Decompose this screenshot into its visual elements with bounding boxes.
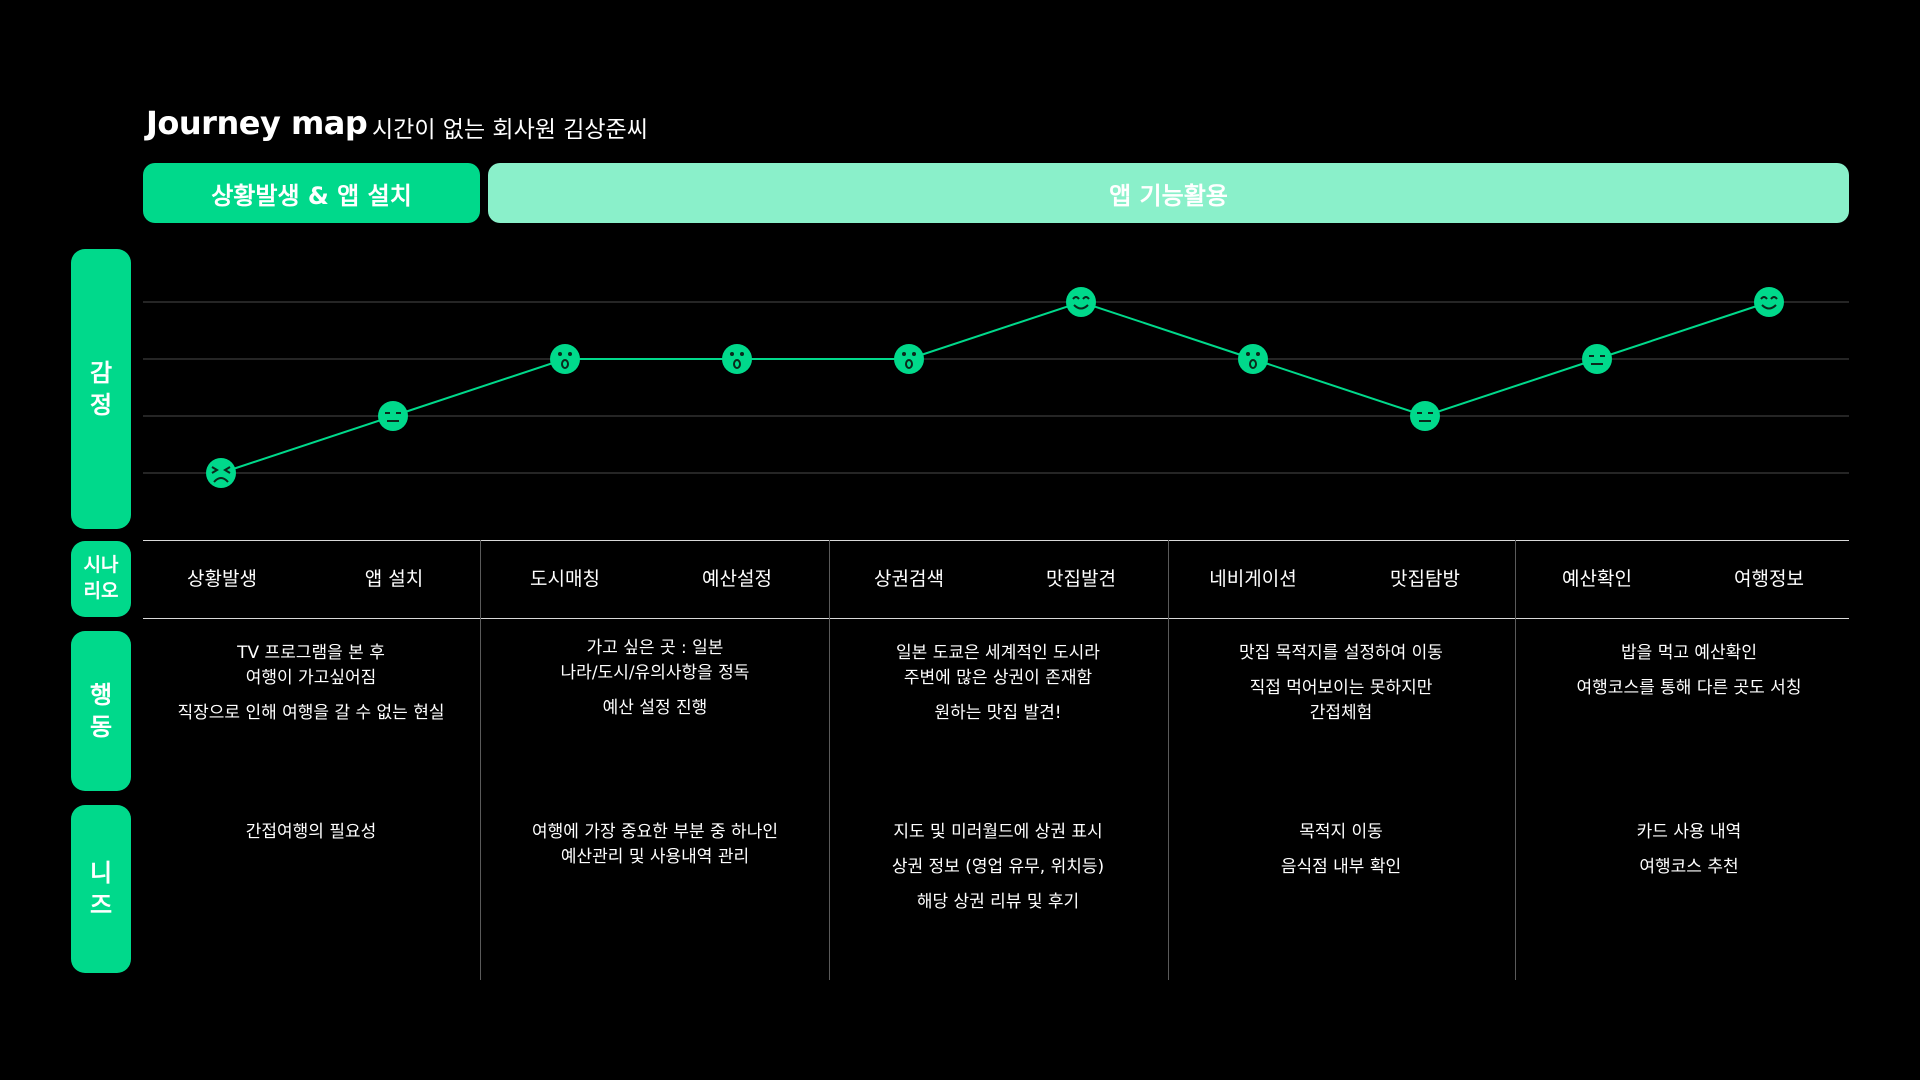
scenario-step: 예산확인 xyxy=(1562,568,1632,590)
surprised-face-icon xyxy=(550,344,580,374)
row-label-emotion: 감 정 xyxy=(71,249,131,529)
emotion-point xyxy=(1410,401,1440,431)
surprised-face-icon xyxy=(894,344,924,374)
row-label-text: 행 동 xyxy=(89,680,113,741)
scenario-step: 네비게이션 xyxy=(1209,568,1297,590)
needs-text: 카드 사용 내역 xyxy=(1636,822,1742,842)
emotion-point xyxy=(1066,287,1096,317)
needs-text: 해당 상권 리뷰 및 후기 xyxy=(916,892,1080,912)
needs-cell: 여행에 가장 중요한 부분 중 하나인 예산관리 및 사용내역 관리 xyxy=(485,820,825,880)
action-text: 밥을 먹고 예산확인 xyxy=(1621,643,1757,663)
needs-text: 간접여행의 필요성 xyxy=(245,822,377,842)
needs-cell: 지도 및 미러월드에 상권 표시 상권 정보 (영업 유무, 위치등) 해당 상… xyxy=(828,820,1168,925)
divider-line xyxy=(143,540,1849,541)
row-label-text: 시나 리오 xyxy=(83,554,119,602)
action-cell: 밥을 먹고 예산확인 여행코스를 통해 다른 곳도 서칭 xyxy=(1519,641,1859,711)
phase-label: 앱 기능활용 xyxy=(1109,181,1228,210)
action-cell: 일본 도쿄은 세계적인 도시라 주변에 많은 상권이 존재함 원하는 맛집 발견… xyxy=(828,641,1168,736)
scenario-step: 도시매칭 xyxy=(530,568,600,590)
emotion-line xyxy=(220,300,1770,474)
needs-text: 음식점 내부 확인 xyxy=(1280,857,1402,877)
row-label-text: 감 정 xyxy=(89,358,113,419)
needs-text: 여행코스 추천 xyxy=(1639,857,1739,877)
surprised-face-icon xyxy=(722,344,752,374)
phase-situation-install: 상황발생 & 앱 설치 xyxy=(143,163,480,223)
scenario-step: 맛집발견 xyxy=(1046,568,1116,590)
needs-text: 목적지 이동 xyxy=(1299,822,1383,842)
action-text: 맛집 목적지를 설정하여 이동 xyxy=(1239,643,1443,663)
action-text: 여행코스를 통해 다른 곳도 서칭 xyxy=(1576,678,1802,698)
action-cell: 맛집 목적지를 설정하여 이동 직접 먹어보이는 못하지만 간접체험 xyxy=(1171,641,1511,736)
emotion-point xyxy=(378,401,408,431)
scenario-step: 예산설정 xyxy=(702,568,772,590)
phase-label: 상황발생 & 앱 설치 xyxy=(211,181,412,210)
needs-text: 상권 정보 (영업 유무, 위치등) xyxy=(891,857,1105,877)
happy-face-icon xyxy=(1066,287,1096,317)
scenario-step: 상권검색 xyxy=(874,568,944,590)
action-text: 직장으로 인해 여행을 갈 수 없는 현실 xyxy=(177,703,445,723)
action-cell: TV 프로그램을 본 후 여행이 가고싶어짐 직장으로 인해 여행을 갈 수 없… xyxy=(141,641,481,736)
needs-text: 여행에 가장 중요한 부분 중 하나인 예산관리 및 사용내역 관리 xyxy=(532,822,778,867)
phase-app-feature-use: 앱 기능활용 xyxy=(488,163,1849,223)
emotion-point xyxy=(1582,344,1612,374)
column-divider xyxy=(1515,540,1516,980)
sad-face-icon xyxy=(206,458,236,488)
column-divider xyxy=(1168,540,1169,980)
neutral-face-icon xyxy=(378,401,408,431)
row-label-needs: 니 즈 xyxy=(71,805,131,973)
page-subtitle: 시간이 없는 회사원 김상준씨 xyxy=(372,117,648,143)
row-label-scenario: 시나 리오 xyxy=(71,541,131,617)
neutral-face-icon xyxy=(1582,344,1612,374)
row-label-text: 니 즈 xyxy=(89,858,113,919)
scenario-step: 앱 설치 xyxy=(364,568,424,590)
happy-face-icon xyxy=(1754,287,1784,317)
action-cell: 가고 싶은 곳 : 일본 나라/도시/유의사항을 정독 예산 설정 진행 xyxy=(485,636,825,731)
action-text: 원하는 맛집 발견! xyxy=(934,703,1062,723)
scenario-step: 맛집탐방 xyxy=(1390,568,1460,590)
column-divider xyxy=(480,540,481,980)
emotion-point xyxy=(1754,287,1784,317)
needs-cell: 간접여행의 필요성 xyxy=(141,820,481,855)
needs-text: 지도 및 미러월드에 상권 표시 xyxy=(893,822,1103,842)
action-text: 일본 도쿄은 세계적인 도시라 주변에 많은 상권이 존재함 xyxy=(896,643,1100,688)
column-divider xyxy=(829,540,830,980)
scenario-step: 상황발생 xyxy=(187,568,257,590)
divider-line xyxy=(143,618,1849,619)
action-text: 가고 싶은 곳 : 일본 나라/도시/유의사항을 정독 xyxy=(560,638,750,683)
surprised-face-icon xyxy=(1238,344,1268,374)
page-title: Journey map xyxy=(146,104,368,142)
neutral-face-icon xyxy=(1410,401,1440,431)
action-text: TV 프로그램을 본 후 여행이 가고싶어짐 xyxy=(237,643,385,688)
action-text: 직접 먹어보이는 못하지만 간접체험 xyxy=(1249,678,1433,723)
emotion-point xyxy=(206,458,236,488)
scenario-step: 여행정보 xyxy=(1734,568,1804,590)
needs-cell: 카드 사용 내역 여행코스 추천 xyxy=(1519,820,1859,890)
needs-cell: 목적지 이동 음식점 내부 확인 xyxy=(1171,820,1511,890)
action-text: 예산 설정 진행 xyxy=(602,698,708,718)
row-label-action: 행 동 xyxy=(71,631,131,791)
